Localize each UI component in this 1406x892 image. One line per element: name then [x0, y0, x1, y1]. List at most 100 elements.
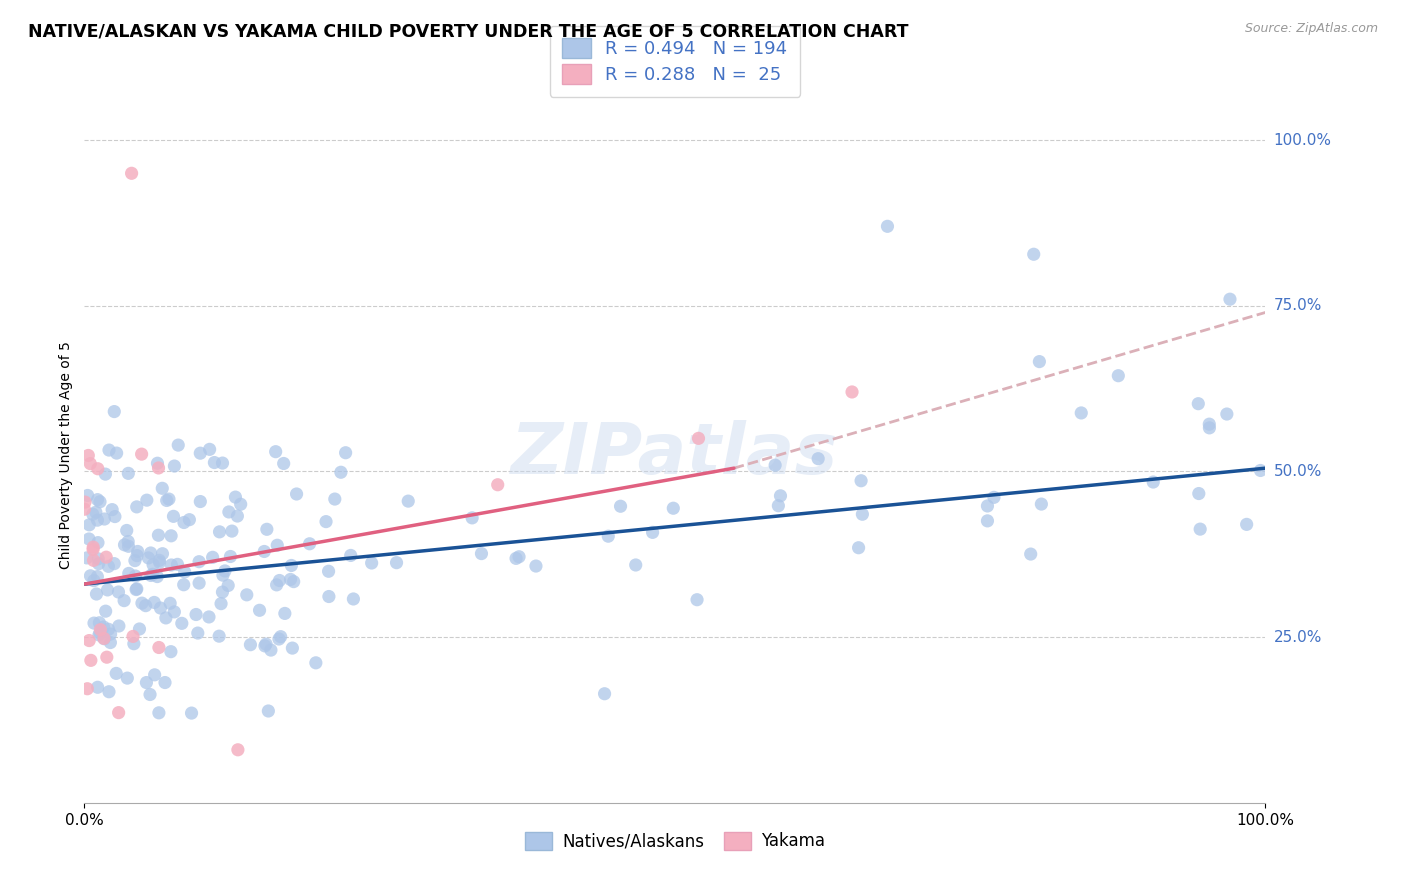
Point [83, 616, 105, 631]
Point [163, 458, 186, 473]
Point [342, 591, 364, 606]
Point [97, 622, 120, 636]
Point [254, 637, 277, 651]
Text: Source: ZipAtlas.com: Source: ZipAtlas.com [1244, 22, 1378, 36]
Point [76, 488, 98, 502]
Point [122, 637, 145, 651]
Point [841, 384, 863, 399]
Point [112, 593, 135, 607]
Point [117, 467, 139, 481]
Point [211, 585, 233, 599]
Point [270, 630, 292, 644]
Point [1028, 354, 1050, 368]
Point [285, 487, 308, 501]
Point [188, 576, 211, 591]
Point [93, 632, 115, 646]
Text: 25.0%: 25.0% [1274, 630, 1322, 645]
Point [115, 524, 138, 538]
Point [202, 456, 225, 470]
Point [229, 497, 252, 511]
Point [117, 671, 139, 685]
Point [135, 675, 157, 690]
Point [76, 550, 98, 565]
Point [89, 626, 111, 640]
Point [148, 461, 170, 475]
Point [598, 529, 620, 543]
Point [188, 446, 211, 460]
Point [1219, 292, 1241, 306]
Point [87, 551, 110, 566]
Point [1107, 368, 1129, 383]
Point [143, 668, 166, 682]
Point [211, 456, 233, 470]
Point [148, 556, 170, 570]
Point [221, 524, 243, 538]
Point [86, 513, 108, 527]
Point [298, 537, 321, 551]
Point [100, 627, 122, 641]
Point [125, 549, 148, 563]
Point [124, 553, 146, 567]
Point [218, 505, 240, 519]
Point [198, 442, 221, 457]
Point [274, 607, 297, 621]
Point [142, 567, 165, 582]
Point [160, 529, 183, 543]
Point [160, 645, 183, 659]
Point [609, 500, 631, 514]
Point [264, 444, 287, 458]
Point [142, 558, 165, 572]
Point [253, 544, 276, 558]
Point [100, 635, 122, 649]
Point [77, 532, 100, 546]
Point [93, 512, 115, 526]
Text: 100.0%: 100.0% [1274, 133, 1331, 148]
Point [283, 574, 305, 589]
Point [135, 493, 157, 508]
Point [1019, 547, 1042, 561]
Point [209, 597, 232, 611]
Text: NATIVE/ALASKAN VS YAKAMA CHILD POVERTY UNDER THE AGE OF 5 CORRELATION CHART: NATIVE/ALASKAN VS YAKAMA CHILD POVERTY U… [28, 22, 908, 40]
Point [1198, 417, 1220, 432]
Point [125, 582, 148, 596]
Point [93, 620, 115, 634]
Point [108, 619, 131, 633]
Point [180, 706, 202, 720]
Point [93, 632, 115, 646]
Point [125, 582, 148, 597]
Point [269, 574, 291, 588]
Point [103, 404, 125, 418]
Point [593, 687, 616, 701]
Point [96, 650, 118, 665]
Point [83, 553, 105, 567]
Point [219, 549, 242, 564]
Point [524, 559, 547, 574]
Point [983, 491, 1005, 505]
Point [157, 492, 180, 507]
Point [281, 641, 304, 656]
Point [226, 743, 249, 757]
Point [624, 558, 647, 572]
Text: 50.0%: 50.0% [1274, 464, 1322, 479]
Point [98, 684, 121, 698]
Point [686, 592, 709, 607]
Text: ZIPatlas: ZIPatlas [512, 420, 838, 490]
Point [323, 491, 346, 506]
Point [214, 564, 236, 578]
Point [226, 509, 249, 524]
Point [385, 556, 408, 570]
Point [79, 569, 101, 583]
Point [128, 622, 150, 636]
Point [1189, 522, 1212, 536]
Point [280, 573, 302, 587]
Point [86, 569, 108, 583]
Text: 75.0%: 75.0% [1274, 298, 1322, 313]
Point [73, 502, 96, 516]
Point [138, 550, 160, 565]
Point [1236, 517, 1258, 532]
Point [188, 555, 211, 569]
Point [162, 509, 184, 524]
Point [121, 166, 143, 180]
Point [79, 457, 101, 471]
Point [239, 638, 262, 652]
